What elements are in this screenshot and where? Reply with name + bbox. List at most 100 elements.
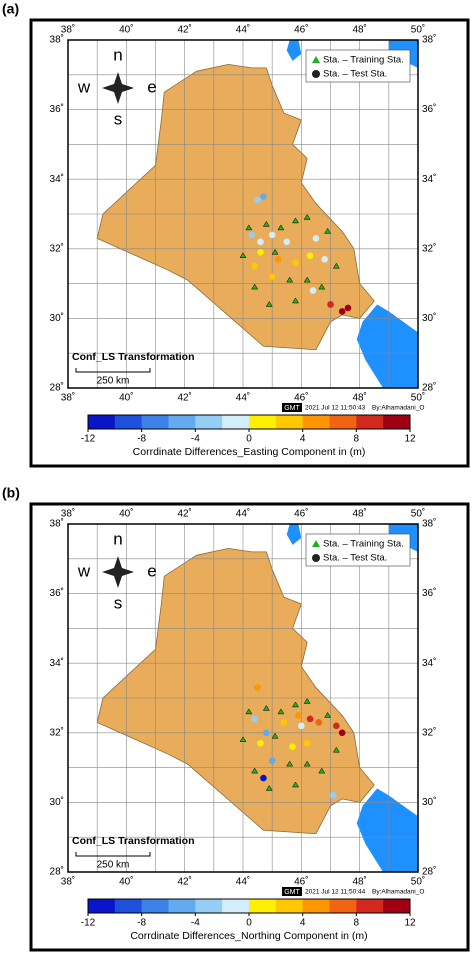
x-tick-label: 48˚: [352, 508, 366, 520]
lake: [286, 40, 302, 61]
test-station: [257, 248, 264, 256]
test-station: [274, 255, 282, 263]
training-station: [324, 711, 332, 718]
x-tick-label: 48˚: [352, 392, 366, 404]
colorbar-segment: [168, 899, 196, 913]
test-station: [292, 259, 299, 267]
colorbar-segment: [195, 415, 223, 429]
colorbar-tick-label: 4: [300, 434, 306, 445]
author: By:Alhamadani_O: [372, 889, 424, 896]
colorbar-tick-label: -12: [81, 434, 96, 445]
colorbar-segment: [302, 899, 330, 913]
colorbar-tick-label: -12: [81, 918, 96, 929]
colorbar-segment: [222, 899, 250, 913]
colorbar-tick-label: -4: [191, 434, 200, 445]
x-tick-label: 48˚: [352, 876, 366, 888]
annotation: Conf_LS Transformation: [72, 835, 195, 847]
y-tick-label: 28˚: [50, 866, 64, 878]
training-station: [277, 224, 285, 231]
y-tick-label: 34˚: [422, 657, 436, 669]
test-station: [321, 255, 328, 263]
legend-box: [305, 533, 411, 567]
training-station: [245, 224, 253, 231]
colorbar-segment: [249, 415, 277, 429]
legend-symbol: [312, 554, 320, 562]
training-station: [277, 708, 285, 715]
colorbar-tick-label: 4: [300, 918, 306, 929]
training-station: [271, 732, 279, 739]
colorbar-segment: [275, 899, 303, 913]
colorbar-tick-label: 0: [246, 918, 252, 929]
x-tick-label: 48˚: [352, 24, 366, 36]
training-station: [262, 220, 270, 227]
x-tick-label: 38˚: [61, 876, 75, 888]
training-station: [303, 697, 311, 704]
x-tick-label: 40˚: [119, 24, 133, 36]
x-tick-label: 46˚: [294, 876, 308, 888]
colorbar-segment: [141, 415, 169, 429]
x-tick-label: 44˚: [236, 508, 250, 520]
test-station: [338, 729, 346, 737]
test-station: [248, 231, 256, 239]
test-station: [263, 729, 270, 737]
training-station: [292, 701, 299, 708]
training-station: [332, 746, 340, 753]
scale-label: 250 km: [97, 860, 130, 871]
colorbar-label: Corrdinate Differences_Easting Component…: [133, 446, 366, 458]
training-station: [239, 252, 247, 259]
annotation: Conf_LS Transformation: [72, 351, 195, 363]
panel-frame: [29, 18, 470, 468]
test-station: [303, 739, 311, 747]
test-station: [254, 196, 261, 204]
legend-symbol: [312, 540, 320, 547]
x-tick-label: 44˚: [236, 392, 250, 404]
persian-gulf: [356, 304, 418, 388]
y-tick-label: 28˚: [422, 866, 436, 878]
test-station: [254, 684, 261, 691]
timestamp: 2021 Jul 12 11:50:43: [305, 405, 366, 412]
training-station: [251, 767, 259, 774]
colorbar-segment: [168, 415, 196, 429]
y-tick-label: 32˚: [50, 726, 64, 738]
training-station: [286, 760, 294, 767]
training-station: [332, 262, 340, 269]
colorbar-segment: [249, 899, 277, 913]
y-tick-label: 34˚: [50, 657, 64, 669]
test-station: [251, 715, 258, 723]
legend-entry: Sta. – Training Sta.: [323, 539, 404, 550]
gmt-label: GMT: [284, 405, 300, 412]
map-border: [67, 39, 419, 389]
scale-label: 250 km: [97, 376, 130, 387]
lake: [286, 524, 302, 545]
y-tick-label: 36˚: [50, 103, 64, 115]
x-tick-label: 46˚: [294, 24, 308, 36]
x-tick-label: 40˚: [119, 392, 133, 404]
colorbar-tick-label: 12: [404, 918, 416, 929]
colorbar-segment: [114, 899, 142, 913]
x-tick-label: 40˚: [119, 876, 133, 888]
scale-bar: [75, 368, 151, 373]
colorbar-segment: [329, 415, 357, 429]
training-station: [292, 217, 299, 224]
test-station: [333, 722, 340, 730]
colorbar-tick-label: -4: [191, 918, 200, 929]
training-station: [265, 784, 273, 791]
colorbar-segment: [302, 415, 330, 429]
y-tick-label: 38˚: [422, 518, 436, 530]
colorbar-segment: [141, 899, 169, 913]
y-tick-label: 28˚: [50, 382, 64, 394]
x-tick-label: 44˚: [236, 24, 250, 36]
colorbar-tick-label: 8: [354, 918, 360, 929]
compass-label: w: [77, 77, 91, 96]
training-station: [292, 297, 299, 304]
training-station: [303, 276, 311, 283]
compass-label: s: [114, 109, 123, 128]
test-station: [295, 712, 302, 719]
compass-label: e: [147, 561, 156, 580]
training-station: [271, 248, 279, 255]
test-station: [344, 304, 352, 312]
compass-label: e: [147, 77, 156, 96]
test-station: [315, 719, 323, 726]
colorbar-segment: [356, 899, 384, 913]
colorbar-segment: [88, 415, 116, 429]
